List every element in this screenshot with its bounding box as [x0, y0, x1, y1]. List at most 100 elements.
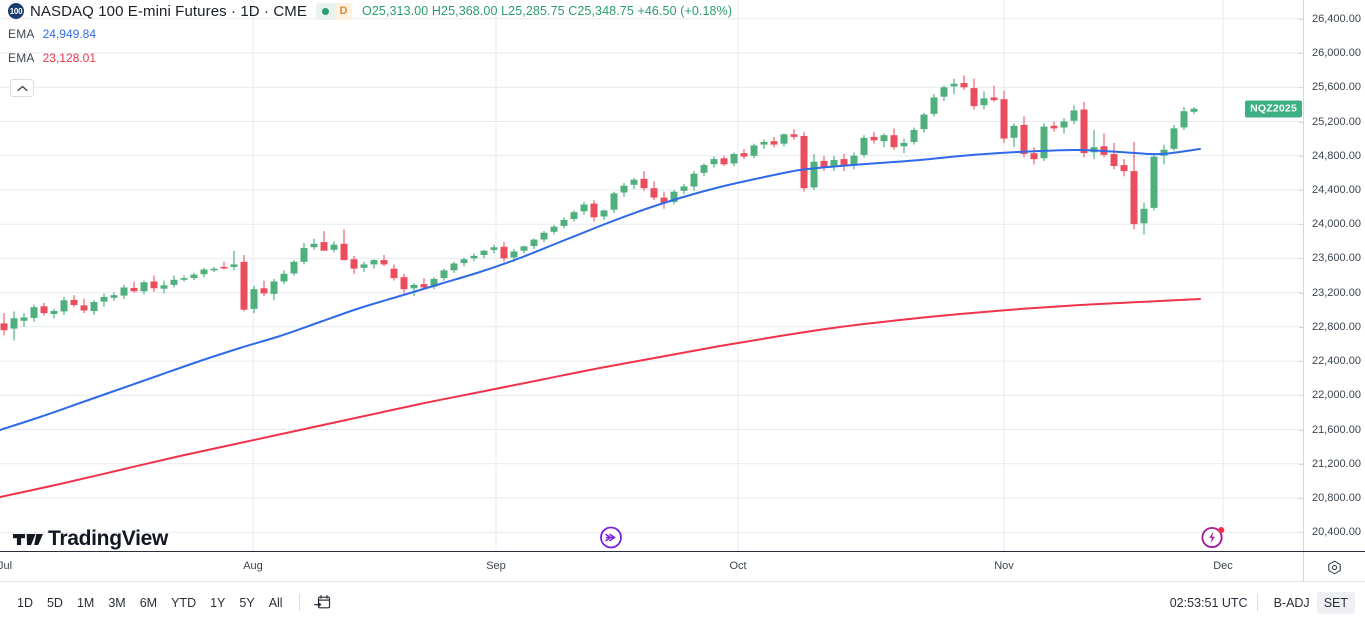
timeframe-1m[interactable]: 1M	[76, 595, 95, 610]
price-tick-mark	[1299, 224, 1304, 226]
price-tick-label: 22,400.00	[1312, 355, 1361, 368]
candle-body	[320, 242, 328, 251]
price-tick-label: 23,200.00	[1312, 286, 1361, 299]
candle-body	[430, 278, 438, 287]
candle-body	[710, 159, 718, 165]
candle-body	[310, 243, 318, 248]
time-tick-label: Aug	[243, 560, 263, 572]
status-divider	[1256, 594, 1258, 611]
lightning-event-marker[interactable]	[1200, 525, 1226, 556]
candle-body	[500, 246, 508, 259]
candle-body	[120, 287, 128, 296]
candle-body	[850, 155, 858, 166]
price-tick-mark	[1299, 361, 1304, 363]
candle-body	[700, 165, 708, 173]
price-tick-label: 25,600.00	[1312, 81, 1361, 94]
candle-body	[510, 251, 518, 258]
back-adjust-button[interactable]: B-ADJ	[1273, 595, 1310, 610]
price-tick-mark	[1299, 53, 1304, 54]
candle-body	[270, 281, 278, 294]
candle-body	[1080, 109, 1088, 154]
candle-body	[100, 296, 108, 302]
last-price-badge[interactable]: NQZ2025	[1245, 100, 1302, 118]
candle-body	[150, 281, 158, 289]
timeframe-1y[interactable]: 1Y	[210, 595, 226, 610]
candle-body	[640, 178, 648, 189]
chart-canvas[interactable]	[0, 0, 1303, 551]
price-axis[interactable]: 26,400.00 26,000.00 25,600.00 25,200.00 24,8…	[1299, 0, 1365, 551]
price-tick-mark	[1299, 292, 1304, 294]
axis-settings-icon[interactable]	[1303, 552, 1365, 582]
time-tick-label: Nov	[994, 560, 1014, 572]
price-tick-mark	[1299, 326, 1304, 328]
candle-body	[950, 83, 958, 87]
candle-body	[600, 210, 608, 217]
chevron-up-icon[interactable]	[10, 79, 34, 97]
candle-body	[110, 295, 118, 298]
price-tick-mark	[1299, 429, 1304, 431]
candle-body	[250, 289, 258, 309]
candle-body	[940, 87, 948, 97]
candle-body	[490, 247, 498, 250]
time-tick-label: Jul	[0, 560, 13, 572]
candle-body	[620, 185, 628, 193]
candle-body	[20, 317, 28, 321]
candle-body	[230, 264, 238, 267]
candle-body	[440, 270, 448, 279]
candle-body	[370, 260, 378, 265]
timeframe-6m[interactable]: 6M	[139, 595, 158, 610]
candle-body	[40, 306, 48, 314]
calendar-goto-glyph	[313, 595, 330, 609]
fast-forward-icon	[600, 526, 622, 549]
timeframe-1d[interactable]: 1D	[17, 595, 33, 610]
timeframe-3m[interactable]: 3M	[108, 595, 126, 610]
price-tick-mark	[1299, 532, 1304, 534]
candle-body	[70, 299, 78, 305]
candle-body	[590, 203, 598, 218]
candle-body	[60, 300, 68, 312]
timeframe-5y[interactable]: 5Y	[239, 595, 255, 610]
candle-body	[1150, 156, 1158, 208]
settings-button[interactable]: SET	[1316, 591, 1355, 614]
clock-label: 02:53:51 UTC	[1169, 595, 1248, 610]
time-tick-label: Sep	[486, 560, 506, 572]
candle-body	[1190, 108, 1198, 112]
time-tick-label: Dec	[1213, 560, 1233, 572]
candle-body	[160, 285, 168, 289]
candle-body	[740, 153, 748, 157]
time-axis[interactable]: Jul Aug Sep Oct Nov Dec	[0, 551, 1365, 582]
candle-body	[240, 261, 248, 310]
candle-body	[810, 161, 818, 188]
price-tick-mark	[1299, 18, 1304, 20]
timeframe-all[interactable]: All	[268, 595, 283, 610]
candle-body	[180, 278, 188, 280]
candle-body	[970, 88, 978, 107]
candle-body	[220, 266, 228, 269]
timeframe-ytd[interactable]: YTD	[171, 595, 197, 610]
candle-body	[660, 197, 668, 203]
candle-body	[840, 159, 848, 166]
candle-body	[390, 268, 398, 279]
fast-forward-marker[interactable]	[599, 526, 623, 555]
price-tick-label: 22,800.00	[1312, 320, 1361, 333]
price-tick-mark	[1299, 498, 1304, 499]
candle-body	[530, 239, 538, 246]
candlestick-series	[0, 75, 1198, 341]
price-tick-label: 26,000.00	[1312, 47, 1361, 59]
calendar-goto-icon[interactable]	[309, 591, 336, 614]
candle-body	[30, 307, 38, 318]
price-tick-label: 26,400.00	[1312, 12, 1361, 25]
candle-body	[560, 219, 568, 226]
candle-body	[1050, 125, 1058, 129]
timeframe-5d[interactable]: 5D	[46, 595, 63, 610]
candle-body	[190, 274, 198, 278]
price-tick-label: 20,800.00	[1312, 492, 1361, 504]
candle-body	[570, 212, 578, 219]
candle-body	[280, 273, 288, 282]
candle-body	[0, 323, 8, 331]
price-tick-label: 22,000.00	[1312, 389, 1361, 402]
candle-body	[50, 311, 58, 314]
candle-body	[1130, 171, 1138, 225]
candle-body	[330, 244, 338, 250]
candle-body	[1000, 99, 1008, 139]
